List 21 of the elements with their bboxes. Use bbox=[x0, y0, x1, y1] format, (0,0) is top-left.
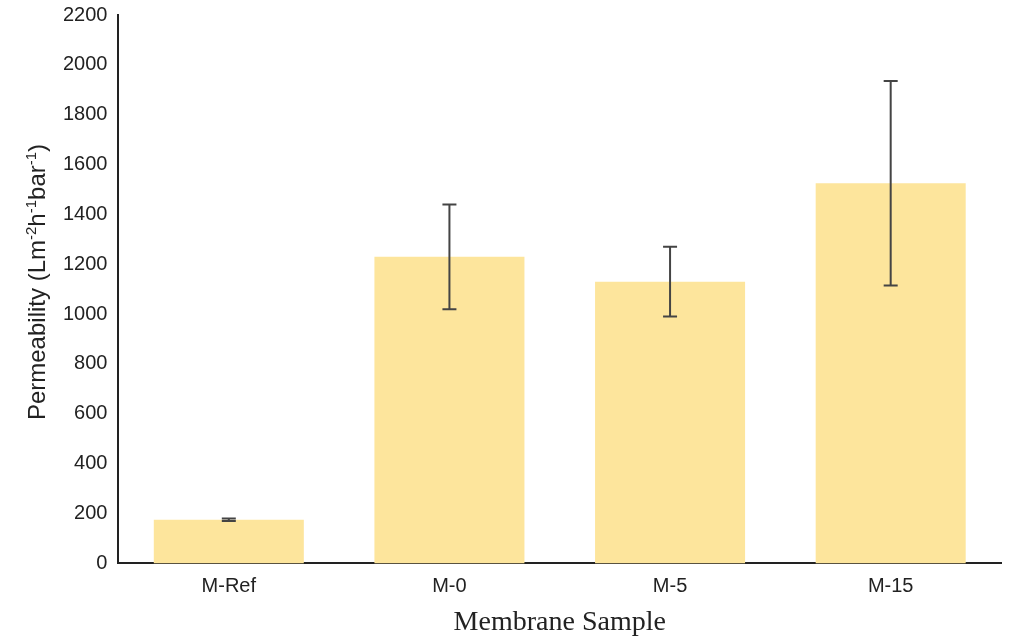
y-tick-label: 1200 bbox=[62, 251, 108, 274]
y-tick-label: 600 bbox=[74, 401, 108, 424]
x-tick-label: M-0 bbox=[432, 573, 467, 596]
x-axis-title: Membrane Sample bbox=[453, 604, 666, 636]
y-tick-label: 1800 bbox=[62, 102, 108, 125]
y-tick-label: 2200 bbox=[62, 2, 108, 25]
bar bbox=[153, 519, 304, 564]
y-tick-label: 800 bbox=[74, 351, 108, 374]
x-tick-label: M-Ref bbox=[201, 573, 257, 596]
x-tick-label: M-15 bbox=[867, 573, 914, 596]
y-tick-label: 1000 bbox=[62, 301, 108, 324]
y-tick-label: 200 bbox=[74, 501, 108, 524]
bar bbox=[595, 281, 746, 564]
x-tick-label: M-5 bbox=[652, 573, 688, 596]
bar bbox=[815, 183, 966, 564]
y-tick-label: 0 bbox=[96, 550, 108, 573]
bar bbox=[374, 256, 525, 564]
y-tick-label: 400 bbox=[74, 451, 108, 474]
y-tick-label: 2000 bbox=[62, 52, 108, 75]
y-tick-label: 1600 bbox=[62, 152, 108, 175]
y-tick-label: 1400 bbox=[62, 201, 108, 224]
